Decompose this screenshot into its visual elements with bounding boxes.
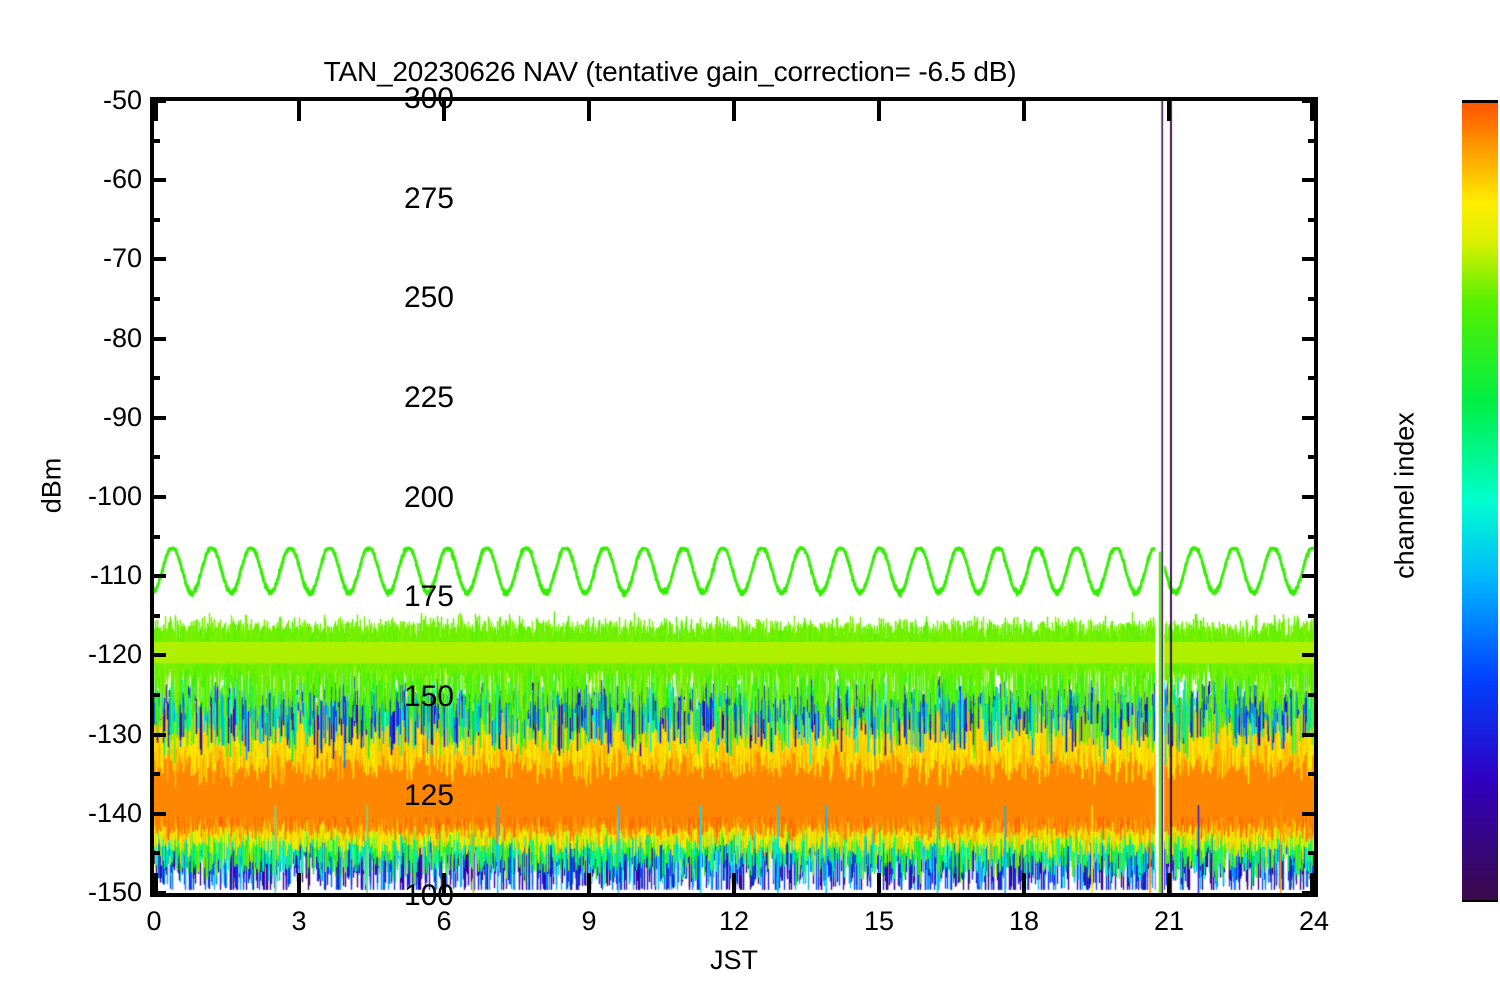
x-tick-major xyxy=(587,873,591,897)
y-tick-minor xyxy=(150,613,160,618)
colorbar-tick-label: 150 xyxy=(403,679,454,713)
y-tick-major xyxy=(1302,732,1318,737)
y-tick-minor xyxy=(1308,693,1318,697)
y-tick-minor xyxy=(150,693,160,697)
x-tick-label: 15 xyxy=(863,906,895,936)
y-tick-major xyxy=(1302,257,1318,262)
x-tick-label: 18 xyxy=(1008,906,1040,936)
y-tick-label: -50 xyxy=(102,85,142,115)
y-tick-major xyxy=(1302,653,1318,658)
colorbar-tick-label: 250 xyxy=(403,281,454,315)
plot-axes xyxy=(150,97,1318,897)
y-tick-minor xyxy=(1308,613,1318,618)
x-tick-label: 0 xyxy=(146,906,162,936)
y-tick-minor xyxy=(150,138,160,143)
x-tick-label: 6 xyxy=(436,906,452,936)
x-tick-major xyxy=(877,97,881,121)
x-tick-major xyxy=(297,873,301,897)
y-tick-minor xyxy=(1308,534,1318,539)
y-tick-label: -130 xyxy=(87,718,142,749)
y-tick-major xyxy=(1302,178,1318,183)
x-tick-major xyxy=(297,97,301,121)
x-tick-major xyxy=(154,873,158,897)
y-tick-major xyxy=(150,732,166,737)
y-tick-major xyxy=(150,415,166,420)
y-tick-minor xyxy=(150,851,160,856)
y-tick-major xyxy=(1302,574,1318,579)
y-tick-minor xyxy=(1308,217,1318,222)
x-tick-major xyxy=(1167,873,1171,897)
x-axis-title: JST xyxy=(709,945,758,975)
x-tick-major xyxy=(1022,873,1026,897)
x-tick-major xyxy=(1167,97,1171,121)
page-title: TAN_20230626 NAV (tentative gain_correct… xyxy=(323,56,1017,87)
x-tick-major xyxy=(877,873,881,897)
y-tick-label: -150 xyxy=(87,877,142,907)
x-tick-major xyxy=(442,873,446,897)
y-tick-minor xyxy=(150,455,160,460)
y-tick-major xyxy=(1302,336,1318,341)
y-tick-label: -80 xyxy=(102,322,142,353)
colorbar xyxy=(1462,100,1498,902)
colorbar-tick-label: 175 xyxy=(403,580,454,614)
y-tick-major xyxy=(150,178,166,183)
colorbar-gradient xyxy=(1462,100,1498,902)
y-tick-major xyxy=(1302,811,1318,816)
y-tick-label: -70 xyxy=(102,243,142,274)
y-tick-minor xyxy=(1308,851,1318,856)
spectrum-plot-canvas xyxy=(154,101,1314,893)
y-tick-label: -90 xyxy=(102,401,142,432)
x-tick-major xyxy=(732,97,736,121)
colorbar-title: channel index xyxy=(1389,412,1420,579)
y-tick-minor xyxy=(1308,455,1318,460)
y-tick-minor xyxy=(150,297,160,301)
x-tick-major xyxy=(732,873,736,897)
y-tick-minor xyxy=(150,376,160,381)
y-tick-major xyxy=(150,99,166,103)
y-tick-label: -100 xyxy=(87,481,142,511)
x-tick-major xyxy=(442,97,446,121)
x-tick-label: 21 xyxy=(1153,906,1185,936)
x-tick-label: 3 xyxy=(291,906,307,936)
y-tick-minor xyxy=(1308,297,1318,301)
x-tick-label: 12 xyxy=(718,906,750,936)
y-tick-minor xyxy=(1308,772,1318,777)
y-tick-minor xyxy=(150,217,160,222)
y-tick-minor xyxy=(1308,138,1318,143)
colorbar-tick-label: 225 xyxy=(403,380,454,414)
colorbar-tick-label: 275 xyxy=(403,181,454,215)
y-tick-major xyxy=(150,653,166,658)
x-tick-major xyxy=(587,97,591,121)
colorbar-tick-label: 125 xyxy=(403,779,454,813)
x-tick-label: 24 xyxy=(1298,906,1330,936)
colorbar-tick-label: 100 xyxy=(403,879,454,912)
y-tick-major xyxy=(150,257,166,262)
x-tick-major xyxy=(154,97,158,121)
y-tick-major xyxy=(1302,415,1318,420)
y-tick-major xyxy=(150,336,166,341)
y-tick-major xyxy=(150,891,166,895)
y-tick-major xyxy=(1302,495,1318,499)
x-tick-major xyxy=(1310,97,1314,121)
y-tick-label: -120 xyxy=(87,639,142,670)
colorbar-tick-label: 300 xyxy=(403,82,454,115)
y-tick-minor xyxy=(150,772,160,777)
y-tick-major xyxy=(150,811,166,816)
x-tick-label: 9 xyxy=(581,906,597,936)
y-tick-minor xyxy=(1308,376,1318,381)
y-axis-title: dBm xyxy=(36,457,67,514)
y-tick-major xyxy=(150,495,166,499)
y-tick-label: -60 xyxy=(102,164,142,195)
y-tick-label: -110 xyxy=(89,560,142,591)
x-tick-major xyxy=(1310,873,1314,897)
colorbar-tick-label: 200 xyxy=(403,480,454,514)
y-tick-minor xyxy=(150,534,160,539)
x-tick-major xyxy=(1022,97,1026,121)
y-tick-label: -140 xyxy=(87,797,142,828)
y-tick-major xyxy=(150,574,166,579)
